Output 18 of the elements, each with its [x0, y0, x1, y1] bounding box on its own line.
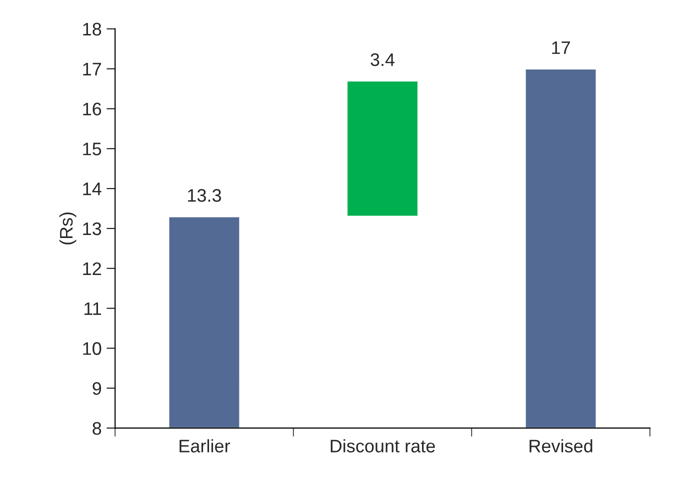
- y-tick-label: 13: [83, 222, 102, 236]
- x-tick-label: Discount rate: [330, 439, 435, 452]
- data-label: 13.3: [188, 189, 222, 202]
- data-label: 17: [552, 42, 570, 54]
- data-label: 3.4: [370, 53, 395, 66]
- y-tick-label: 10: [83, 342, 102, 355]
- y-tick-label: 8: [92, 422, 102, 435]
- y-tick-label: 15: [83, 142, 102, 156]
- y-tick-label: 12: [83, 262, 101, 275]
- y-tick-label: 16: [83, 102, 102, 116]
- y-tick-label: 17: [83, 62, 101, 76]
- y-tick-label: 14: [83, 182, 102, 196]
- x-tick-label: Earlier: [180, 439, 230, 452]
- x-tick-label: Revised: [530, 439, 592, 452]
- y-tick-label: 18: [83, 22, 102, 36]
- y-tick-label: 9: [92, 382, 102, 395]
- y-tick-label: 11: [84, 302, 102, 315]
- y-axis-title: (Rs): [59, 212, 76, 244]
